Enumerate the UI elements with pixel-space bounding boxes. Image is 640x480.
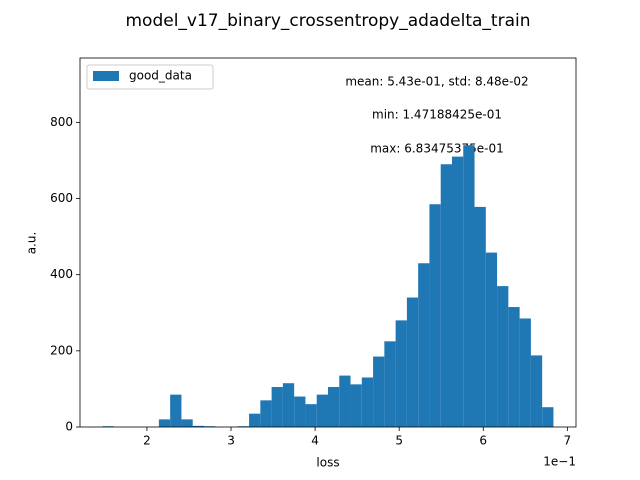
- histogram-bar: [282, 383, 295, 427]
- histogram-bar: [451, 156, 464, 427]
- histogram-bar: [429, 204, 441, 427]
- annotation: min: 1.47188425e-01: [372, 108, 502, 122]
- x-tick-label: 2: [143, 434, 151, 448]
- plot-frame: [79, 57, 577, 428]
- histogram-bar: [440, 164, 452, 428]
- legend-swatch: [93, 71, 119, 81]
- y-tick-label: 800: [50, 115, 73, 129]
- x-axis-label: loss: [316, 456, 339, 470]
- annotation: max: 6.83475375e-01: [370, 142, 504, 156]
- x-tick-label: 5: [395, 434, 403, 448]
- histogram-bar: [294, 396, 306, 427]
- histogram-bar: [339, 375, 351, 427]
- histogram-bar: [508, 307, 520, 427]
- chart-title: model_v17_binary_crossentropy_adadelta_t…: [126, 11, 531, 31]
- histogram-bar: [395, 320, 407, 427]
- x-offset-label: 1e−1: [543, 455, 576, 469]
- histogram-bar: [474, 206, 486, 427]
- x-tick-label: 3: [227, 434, 235, 448]
- histogram-bar: [361, 377, 374, 427]
- histogram-bar: [305, 404, 317, 427]
- histogram-bar: [463, 145, 475, 427]
- histogram-bar: [192, 425, 204, 427]
- x-tick-label: 6: [479, 434, 487, 448]
- y-tick-label: 200: [50, 343, 73, 357]
- histogram-bar: [373, 356, 385, 427]
- y-tick-label: 600: [50, 191, 73, 205]
- histogram-bar: [327, 387, 340, 427]
- histogram-bar: [406, 297, 419, 427]
- histogram-bar: [418, 263, 430, 427]
- y-tick-label: 400: [50, 267, 73, 281]
- histogram-bar: [260, 400, 272, 427]
- histogram-bar: [497, 286, 509, 427]
- histogram-bar: [530, 355, 543, 427]
- x-tick-label: 7: [564, 434, 572, 448]
- histogram-bar: [519, 318, 531, 427]
- histogram-bar: [485, 252, 498, 427]
- histogram-bar: [249, 413, 261, 427]
- y-tick-label: 0: [65, 420, 73, 434]
- histogram-bar: [271, 387, 283, 427]
- legend-label: good_data: [129, 69, 192, 83]
- histogram-bar: [170, 394, 182, 427]
- histogram-bar: [181, 419, 193, 427]
- annotation: mean: 5.43e-01, std: 8.48e-02: [345, 75, 528, 89]
- histogram-bar: [158, 419, 171, 427]
- histogram-bar: [542, 407, 554, 427]
- histogram-bar: [384, 341, 396, 427]
- histogram-bar: [316, 394, 328, 427]
- histogram-bar: [350, 384, 362, 427]
- x-tick-label: 4: [311, 434, 319, 448]
- y-axis-label: a.u.: [25, 232, 39, 255]
